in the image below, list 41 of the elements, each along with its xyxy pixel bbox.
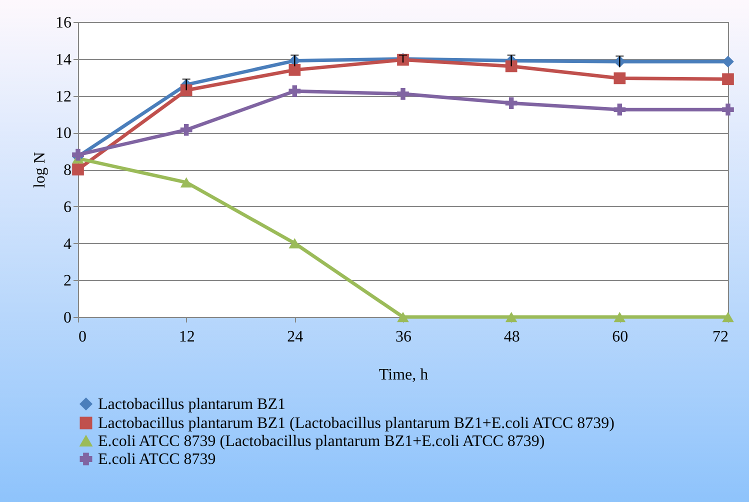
legend-label: Lactobacillus plantarum BZ1 (Lactobacillus plantarum BZ1+E.coli ATCC 8739) [98,415,614,432]
point [397,312,409,322]
point [614,312,626,322]
point [505,97,518,110]
point [505,312,518,322]
legend-label: E.coli ATCC 8739 [98,451,216,468]
x-tick-label: 24 [287,328,304,346]
point [180,177,192,188]
point [722,56,734,68]
x-tick-label: 36 [396,328,412,346]
point [288,85,301,98]
x-axis-title: Time, h [378,366,428,384]
point [614,72,626,84]
point [180,124,192,136]
x-tick-label: 12 [178,328,195,346]
y-tick-label: 2 [64,272,72,290]
y-tick-label: 6 [64,198,72,216]
y-tick-label: 4 [64,236,72,253]
y-axis-title: log N [32,152,48,188]
point [288,238,301,248]
point [397,88,409,100]
point [72,164,84,176]
legend-label: E.coli ATCC 8739 (Lactobacillus plantarum BZ1+E.coli ATCC 8739) [98,433,545,450]
x-tick-label: 0 [78,328,86,346]
point [722,73,734,86]
x-tick-label: 48 [504,328,520,346]
x-tick-label: 60 [612,328,628,346]
y-tick-label: 14 [56,51,72,68]
point [614,104,626,116]
point [180,84,192,96]
y-tick-label: 8 [64,162,72,179]
point [722,312,734,322]
y-tick-label: 16 [56,14,72,32]
y-tick-label: 12 [56,88,72,106]
point [722,104,734,116]
y-tick-label: 0 [64,310,72,326]
legend-label: Lactobacillus plantarum BZ1 [98,396,286,413]
x-tick-label: 72 [712,328,728,346]
y-tick-label: 10 [56,125,72,142]
point [288,64,301,76]
point [505,60,518,72]
